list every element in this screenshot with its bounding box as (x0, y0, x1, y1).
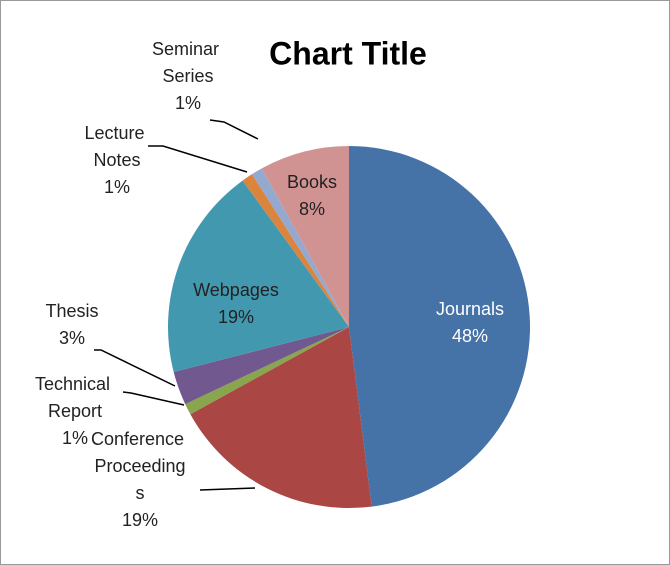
value-label: 1% (62, 428, 88, 448)
pie-slice (252, 168, 349, 327)
data-label: Lecture Notes (84, 123, 149, 170)
label-line: Proceeding (94, 456, 185, 476)
value-label: 48% (452, 326, 488, 346)
label-line: Journals (436, 299, 504, 319)
label-line: s (136, 483, 145, 503)
data-label: Webpages (193, 280, 279, 300)
value-label: 19% (122, 510, 158, 530)
pie-slice (242, 174, 349, 327)
value-label: 8% (299, 199, 325, 219)
pie-slice (261, 146, 349, 327)
label-line: Webpages (193, 280, 279, 300)
pie-slice (168, 180, 349, 373)
label-line: Seminar (152, 39, 224, 59)
data-label: Books (287, 172, 337, 192)
value-label: 1% (175, 93, 201, 113)
label-line: Report (48, 401, 102, 421)
label-line: Notes (93, 150, 140, 170)
value-label: 19% (218, 307, 254, 327)
chart-title: Chart Title (269, 35, 427, 71)
value-label: 3% (59, 328, 85, 348)
data-label: Conference Proceeding s (91, 429, 189, 503)
data-label: Thesis (45, 301, 98, 321)
leader-line (122, 391, 185, 406)
leader-line (209, 119, 259, 140)
leader-line (199, 487, 256, 491)
value-label: 1% (104, 177, 130, 197)
label-line: Thesis (45, 301, 98, 321)
pie-slice (349, 146, 531, 507)
label-line: Lecture (84, 123, 149, 143)
data-label: Journals (436, 299, 504, 319)
label-line: Books (287, 172, 337, 192)
label-line: Technical (35, 374, 115, 394)
pie-slice (185, 327, 349, 415)
pie-slice (173, 327, 349, 405)
leader-line (94, 349, 176, 387)
label-line: Conference (91, 429, 189, 449)
data-label: Technical Report (35, 374, 115, 421)
label-line: Series (162, 66, 213, 86)
leader-line (148, 145, 248, 173)
data-label: Seminar Series (152, 39, 224, 86)
pie-slice (190, 327, 372, 508)
